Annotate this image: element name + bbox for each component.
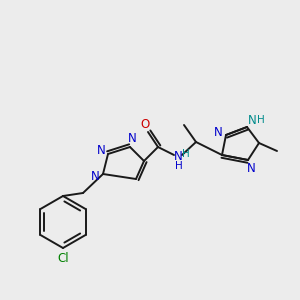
Text: H: H (257, 115, 265, 125)
Text: Cl: Cl (57, 251, 69, 265)
Text: N: N (97, 145, 105, 158)
Text: N: N (174, 151, 182, 164)
Text: N: N (247, 161, 255, 175)
Text: N: N (214, 125, 222, 139)
Text: N: N (248, 113, 256, 127)
Text: N: N (128, 133, 136, 146)
Text: H: H (182, 149, 190, 159)
Text: N: N (91, 169, 99, 182)
Text: H: H (175, 161, 183, 171)
Text: O: O (140, 118, 150, 131)
